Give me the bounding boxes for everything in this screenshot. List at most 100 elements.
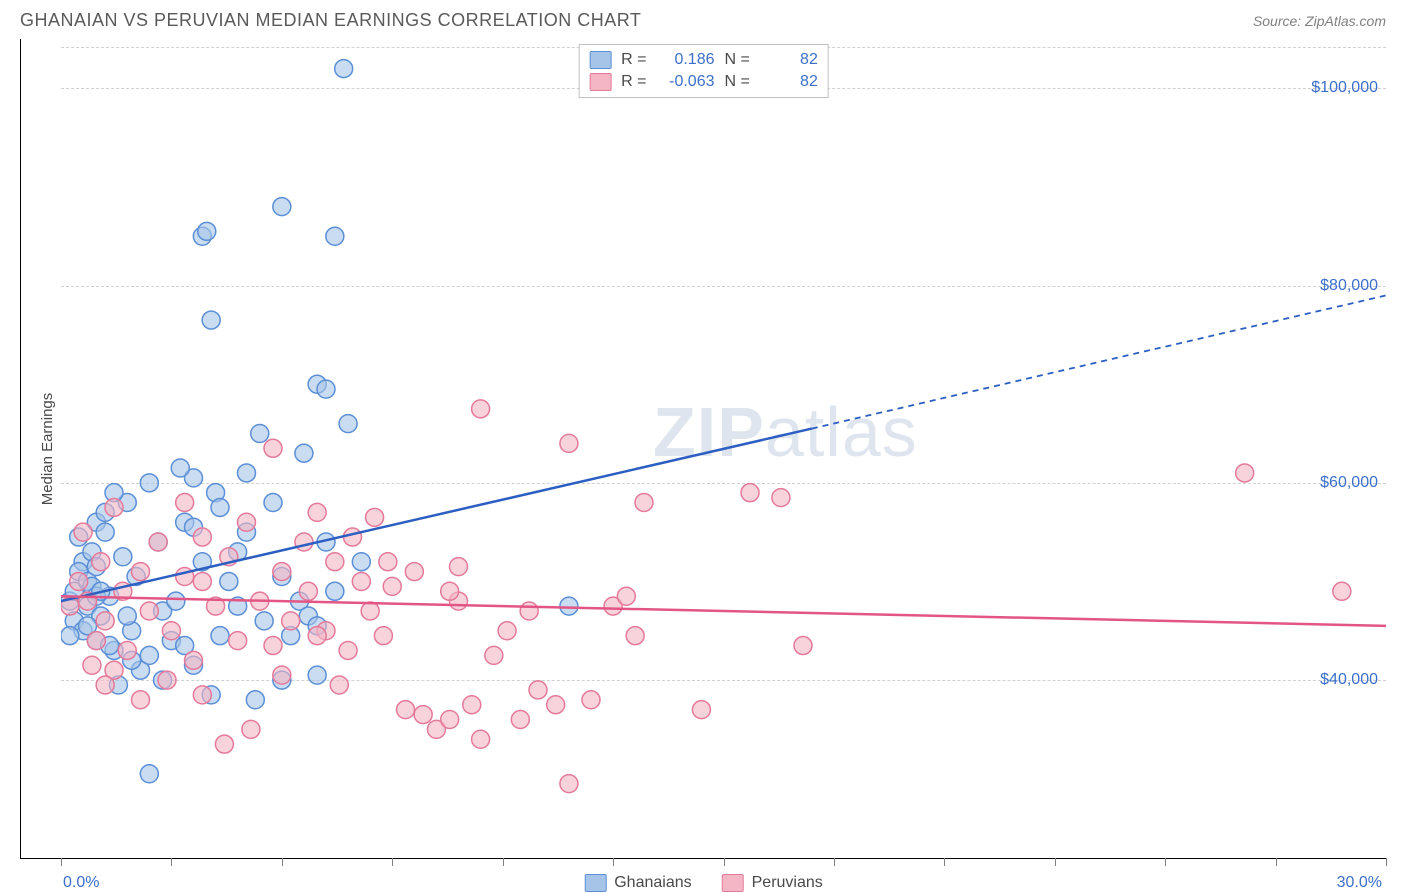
x-tick xyxy=(834,858,835,866)
data-point xyxy=(485,646,503,664)
data-point xyxy=(379,553,397,571)
data-point xyxy=(317,380,335,398)
data-point xyxy=(326,227,344,245)
legend-row-ghanaians: R = 0.186 N = 82 xyxy=(589,49,818,71)
x-tick xyxy=(171,858,172,866)
data-point xyxy=(1236,464,1254,482)
data-point xyxy=(282,612,300,630)
x-tick xyxy=(503,858,504,866)
data-point xyxy=(326,553,344,571)
legend-n-label: N = xyxy=(725,73,750,91)
x-tick xyxy=(1276,858,1277,866)
x-tick xyxy=(1165,858,1166,866)
data-point xyxy=(560,597,578,615)
data-point xyxy=(162,622,180,640)
x-tick xyxy=(282,858,283,866)
data-point xyxy=(198,222,216,240)
data-point xyxy=(171,459,189,477)
data-point xyxy=(511,711,529,729)
swatch-peruvians xyxy=(722,874,744,892)
data-point xyxy=(149,533,167,551)
legend-bottom-ghanaians: Ghanaians xyxy=(584,874,691,892)
data-point xyxy=(242,720,260,738)
x-tick xyxy=(613,858,614,866)
legend-n-label: N = xyxy=(725,51,750,69)
legend-top: R = 0.186 N = 82 R = -0.063 N = 82 xyxy=(578,44,829,98)
data-point xyxy=(114,548,132,566)
data-point xyxy=(61,627,79,645)
data-point xyxy=(374,627,392,645)
data-point xyxy=(635,494,653,512)
data-point xyxy=(441,711,459,729)
data-point xyxy=(520,602,538,620)
trend-line xyxy=(61,429,812,602)
data-point xyxy=(414,706,432,724)
data-point xyxy=(215,735,233,753)
data-point xyxy=(352,553,370,571)
data-point xyxy=(383,577,401,595)
data-point xyxy=(794,637,812,655)
swatch-ghanaians xyxy=(584,874,606,892)
data-point xyxy=(96,676,114,694)
data-point xyxy=(547,696,565,714)
data-point xyxy=(238,464,256,482)
data-point xyxy=(264,439,282,457)
data-point xyxy=(211,627,229,645)
data-point xyxy=(185,651,203,669)
data-point xyxy=(617,587,635,605)
data-point xyxy=(264,494,282,512)
x-tick xyxy=(724,858,725,866)
x-tick xyxy=(1386,858,1387,866)
data-point xyxy=(92,553,110,571)
data-point xyxy=(264,637,282,655)
chart-header: GHANAIAN VS PERUVIAN MEDIAN EARNINGS COR… xyxy=(0,0,1406,39)
data-point xyxy=(193,572,211,590)
data-point xyxy=(158,671,176,689)
swatch-ghanaians xyxy=(589,51,611,69)
data-point xyxy=(132,563,150,581)
data-point xyxy=(498,622,516,640)
data-point xyxy=(132,691,150,709)
data-point xyxy=(361,602,379,620)
data-point xyxy=(560,775,578,793)
scatter-plot xyxy=(61,39,1386,828)
data-point xyxy=(273,666,291,684)
data-point xyxy=(692,701,710,719)
data-point xyxy=(1333,582,1351,600)
x-tick-label-max: 30.0% xyxy=(1337,874,1382,892)
data-point xyxy=(70,572,88,590)
legend-r-label: R = xyxy=(621,51,646,69)
swatch-peruvians xyxy=(589,73,611,91)
data-point xyxy=(140,602,158,620)
data-point xyxy=(326,582,344,600)
data-point xyxy=(344,528,362,546)
data-point xyxy=(308,503,326,521)
data-point xyxy=(299,582,317,600)
data-point xyxy=(255,612,273,630)
data-point xyxy=(308,627,326,645)
data-point xyxy=(405,563,423,581)
data-point xyxy=(330,676,348,694)
data-point xyxy=(140,765,158,783)
data-point xyxy=(463,696,481,714)
legend-bottom-label-1: Peruvians xyxy=(752,874,823,892)
data-point xyxy=(339,641,357,659)
data-point xyxy=(366,508,384,526)
chart-container: Median Earnings ZIPatlas $40,000$60,000$… xyxy=(20,39,1386,859)
legend-bottom-label-0: Ghanaians xyxy=(614,874,691,892)
data-point xyxy=(74,523,92,541)
data-point xyxy=(238,513,256,531)
legend-r-value-0: 0.186 xyxy=(657,51,715,69)
data-point xyxy=(176,494,194,512)
legend-n-value-0: 82 xyxy=(760,51,818,69)
data-point xyxy=(140,646,158,664)
x-tick xyxy=(1055,858,1056,866)
data-point xyxy=(83,656,101,674)
data-point xyxy=(229,632,247,650)
data-point xyxy=(96,612,114,630)
data-point xyxy=(251,425,269,443)
data-point xyxy=(450,558,468,576)
data-point xyxy=(220,572,238,590)
data-point xyxy=(352,572,370,590)
data-point xyxy=(295,533,313,551)
